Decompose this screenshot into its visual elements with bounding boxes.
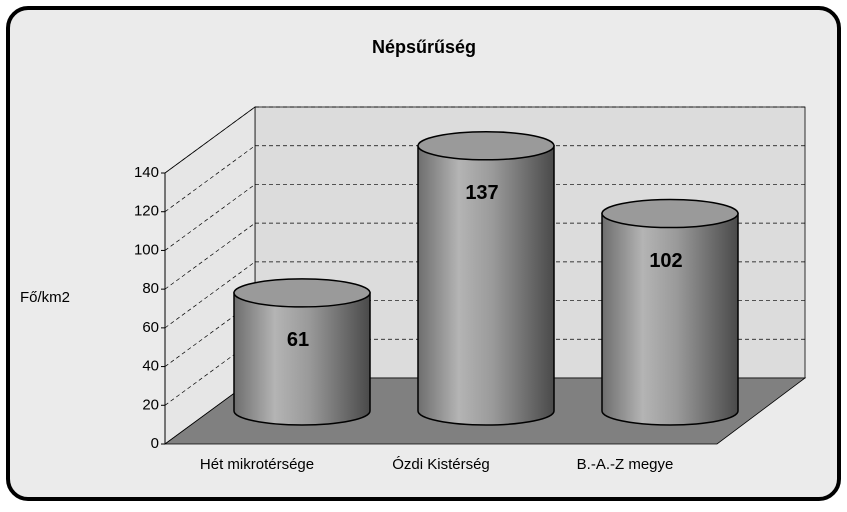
grid-line	[164, 184, 256, 251]
bar	[417, 145, 555, 426]
y-tick-label: 60	[142, 319, 159, 336]
y-tick-label: 80	[142, 280, 159, 297]
y-tick-label: 20	[142, 396, 159, 413]
y-tick-label: 0	[151, 435, 159, 452]
x-tick-label: Hét mikrotérsége	[200, 456, 314, 473]
y-tick-label: 120	[134, 203, 159, 220]
bar-top	[601, 198, 739, 229]
data-label: 61	[287, 329, 309, 351]
bar-top	[233, 278, 371, 308]
data-label: 137	[465, 182, 498, 204]
bar-top	[417, 131, 555, 161]
y-tick-label: 100	[134, 241, 159, 258]
x-tick-label: B.-A.-Z megye	[577, 456, 674, 473]
chart-title: Népsűrűség	[372, 37, 476, 57]
bar	[601, 212, 739, 426]
grid-line	[164, 222, 256, 290]
y-tick-label: 40	[142, 358, 159, 375]
y-axis-label: Fő/km2	[20, 289, 70, 306]
bar	[233, 292, 371, 426]
grid-line	[164, 261, 256, 329]
data-label: 102	[649, 250, 682, 272]
x-tick-label: Ózdi Kistérség	[392, 456, 490, 473]
y-tick-label: 140	[134, 164, 159, 181]
grid-line	[164, 106, 256, 174]
grid-line	[164, 145, 256, 212]
